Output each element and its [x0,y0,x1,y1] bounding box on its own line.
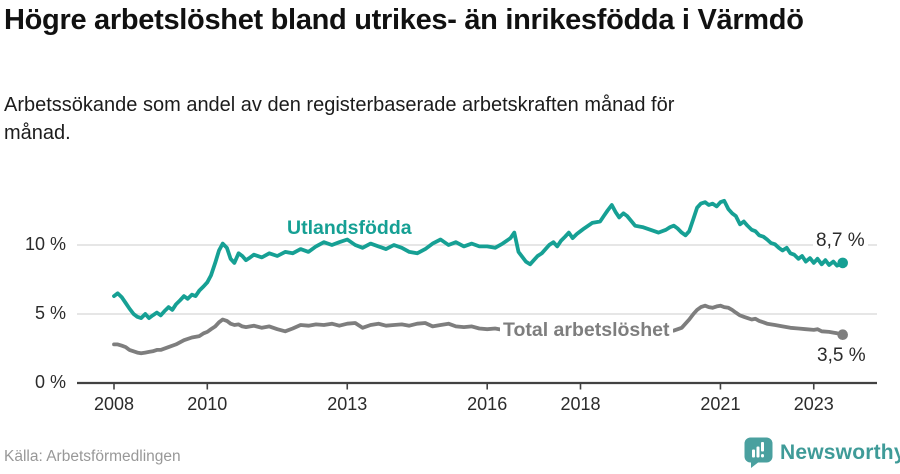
source-text: Källa: Arbetsförmedlingen [4,448,181,465]
y-tick-label: 10 % [24,234,66,254]
newsworthy-logo[interactable]: Newsworthy [744,437,900,469]
series-end-dot [837,257,848,269]
x-tick-label: 2021 [700,394,741,414]
y-tick-label: 0 % [34,372,66,392]
page-subtitle: Arbetssökande som andel av den registerb… [4,94,675,144]
newsworthy-wordmark: Newsworthy [780,441,900,464]
series-line [112,303,845,356]
series-label-total-arbetsloshet: Total arbetslöshet [500,319,673,342]
page-title: Högre arbetslöshet bland utrikes- än inr… [4,4,804,36]
end-value-label-total: 3,5 % [814,345,869,367]
y-tick-label: 5 % [34,303,66,323]
newsworthy-icon [744,437,773,468]
x-tick-label: 2010 [187,394,228,414]
x-tick-label: 2013 [327,394,368,414]
x-tick-label: 2023 [793,394,834,414]
series-end-dot [837,329,848,341]
x-tick-label: 2016 [467,394,508,414]
end-value-label-utlandsfodda: 8,7 % [813,230,868,252]
series-label-utlandsfodda: Utlandsfödda [287,217,412,239]
x-tick-label: 2018 [560,394,601,414]
x-tick-label: 2008 [93,394,135,414]
series-line [112,198,845,321]
